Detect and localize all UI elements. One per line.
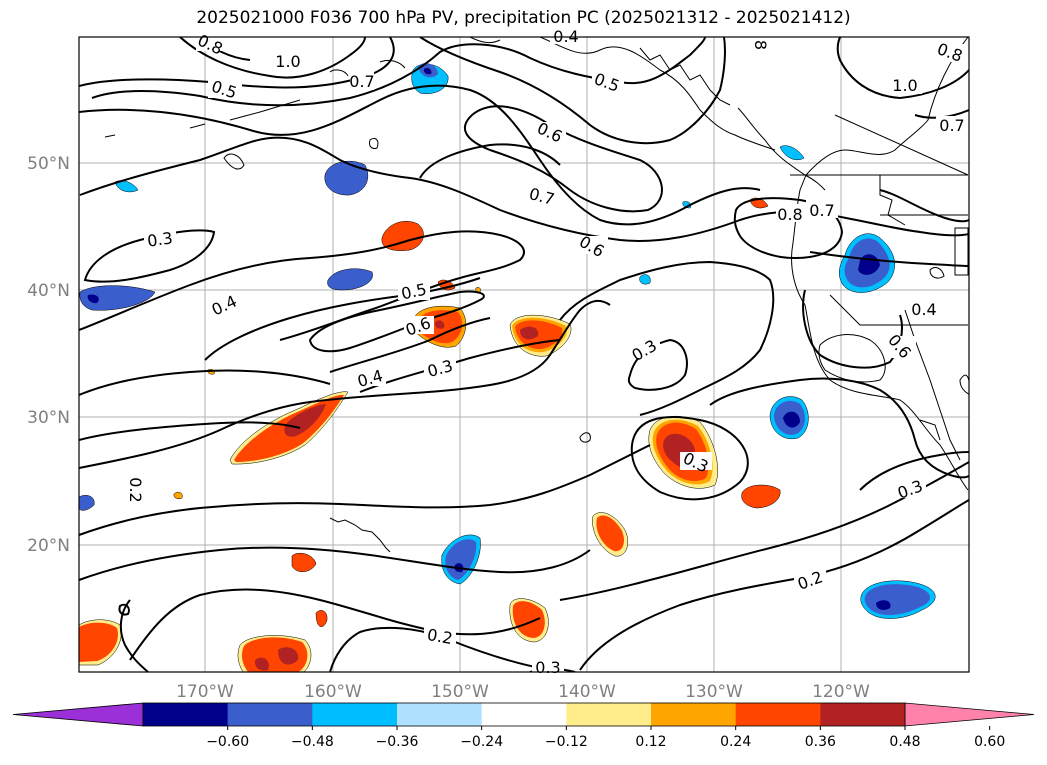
contour-label: 0.7 [939,116,964,135]
contour-label: 0.3 [146,228,174,250]
coastlines [104,37,969,553]
colorbar-tick-label: −0.48 [291,734,334,750]
contour-label: 0.8 [777,205,802,224]
colorbar-tick-label: 0.60 [974,734,1005,750]
plot-title: 2025021000 F036 700 hPa PV, precipitatio… [196,8,851,28]
map-frame [78,36,970,673]
colorbar-segment [397,703,482,726]
colorbar-segment [820,703,906,726]
contour-label: 0.2 [426,625,454,648]
latitude-labels: 50°N 40°N 30°N 20°N [27,154,70,556]
contour-label: 0.4 [911,300,936,319]
contour-label: 1.0 [892,76,917,95]
contour-label: 0.7 [349,72,374,91]
colorbar-extend-high [904,702,1035,727]
contour-label: 0.7 [809,201,834,220]
contour-label: 1.0 [275,52,300,71]
contour-labels: 1.0 0.8 0.7 0.5 0.5 0.6 0.7 0.6 0.8 0.7 … [120,27,968,677]
lon-label-170w: 170°W [176,682,234,702]
colorbar-tick-label: 0.48 [889,734,920,750]
colorbar-tick-label: −0.60 [206,734,249,750]
colorbar-tick-label: 0.24 [720,734,751,750]
contour-label: 0.3 [535,658,560,677]
negative-precip-patches [79,63,936,619]
positive-precip-patches [79,197,781,672]
colorbar-segment [481,703,567,726]
pv-contours [79,37,969,672]
colorbar-tick-label: 0.36 [805,734,836,750]
contour-label: 0.5 [399,280,428,304]
colorbar-tick-label: −0.36 [376,734,419,750]
lon-label-160w: 160°W [304,682,362,702]
colorbar-tick-label: 0.12 [635,734,666,750]
colorbar-segment [312,703,398,726]
colorbar-segment [143,703,228,726]
colorbar: −0.60 −0.48 −0.36 −0.24 −0.12 0.12 0.24 0.36 0.4… [12,702,1035,750]
colorbar-extend-low [12,702,144,727]
contour-label: 0.2 [126,477,145,502]
colorbar-segment [566,703,652,726]
colorbar-segment [227,703,313,726]
colorbar-outline [142,702,906,727]
lat-label-30n: 30°N [27,408,70,428]
lon-label-140w: 140°W [558,682,616,702]
lon-label-150w: 150°W [431,682,489,702]
lon-label-130w: 130°W [685,682,743,702]
lat-label-40n: 40°N [27,281,70,301]
longitude-labels: 170°W 160°W 150°W 140°W 130°W 120°W [176,682,870,702]
colorbar-tick-label: −0.24 [460,734,503,750]
colorbar-segment [651,703,736,726]
lon-label-120w: 120°W [812,682,870,702]
contour-label: 8 [751,40,770,50]
colorbar-tick-label: −0.12 [545,734,588,750]
lat-label-20n: 20°N [27,536,70,556]
colorbar-segment [735,703,821,726]
lat-label-50n: 50°N [27,154,70,174]
